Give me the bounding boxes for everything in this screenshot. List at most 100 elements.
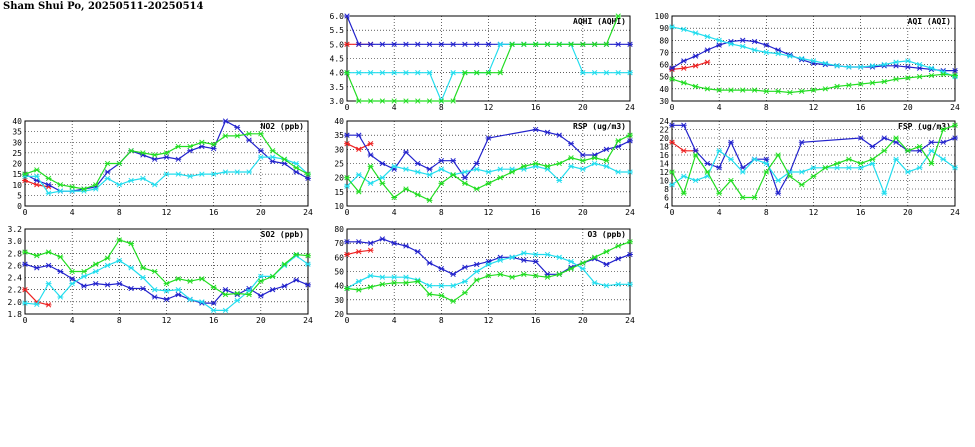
x-tick-label: 4 (70, 316, 75, 325)
data-point (426, 291, 433, 297)
data-point (485, 261, 492, 268)
data-point (450, 70, 457, 76)
data-point (763, 160, 770, 167)
data-point (391, 280, 398, 286)
data-point (532, 41, 539, 47)
data-point (293, 169, 300, 175)
data-point (532, 126, 539, 133)
series-green (22, 237, 311, 298)
data-point (680, 173, 687, 179)
data-point (391, 240, 398, 246)
data-point (163, 154, 170, 160)
y-tick-label: 60 (334, 253, 344, 262)
data-point (462, 290, 468, 296)
x-tick-label: 0 (23, 316, 28, 325)
data-point (857, 160, 864, 167)
data-point (845, 82, 852, 88)
data-point (532, 160, 539, 167)
data-point (810, 165, 817, 171)
data-point (680, 148, 687, 154)
data-point (128, 265, 135, 271)
x-tick-label: 24 (625, 316, 635, 325)
aqhi-chart: 0 4 8 12 16 20 24 3.0 3.5 4.0 4.5 5.0 5.5 6.0 AQHI (AQ… (330, 12, 635, 112)
data-point (591, 70, 598, 76)
x-tick-label: 24 (950, 103, 960, 112)
data-point (367, 247, 374, 253)
y-tick-label: 70 (334, 239, 344, 248)
data-point (881, 135, 888, 141)
data-point (391, 98, 398, 104)
data-point (33, 265, 40, 271)
data-point (367, 41, 374, 47)
data-point (403, 166, 409, 172)
data-point (426, 166, 433, 172)
data-point (450, 271, 457, 277)
data-point (140, 285, 146, 292)
data-point (414, 41, 421, 47)
data-point (669, 182, 675, 188)
data-point (544, 41, 551, 47)
data-point (198, 139, 205, 145)
y-tick-label: 8 (664, 185, 669, 194)
data-point (151, 294, 158, 300)
x-tick-label: 16 (209, 208, 219, 217)
data-point (798, 88, 805, 94)
chart-title: AQHI (AQHI) (573, 17, 626, 26)
x-tick-label: 16 (856, 208, 866, 217)
data-point (367, 180, 374, 186)
data-point (787, 89, 793, 96)
data-point (22, 171, 28, 177)
data-point (893, 135, 899, 141)
y-tick-label: 3.2 (8, 225, 23, 234)
data-point (904, 75, 911, 81)
data-point (222, 307, 229, 314)
data-point (627, 239, 633, 245)
series-cyan (669, 148, 958, 196)
data-point (716, 165, 723, 171)
y-tick-label: 10 (659, 177, 669, 186)
data-point (704, 160, 711, 167)
data-point (33, 173, 40, 179)
data-point (520, 41, 527, 47)
data-point (728, 156, 734, 162)
data-point (692, 53, 699, 59)
data-point (45, 175, 52, 182)
data-point (234, 290, 241, 297)
data-point (928, 65, 935, 71)
data-point (92, 182, 99, 188)
data-point (462, 175, 468, 181)
data-point (379, 70, 386, 76)
data-point (438, 166, 445, 172)
data-point (763, 169, 770, 175)
data-point (568, 258, 574, 265)
data-point (532, 251, 539, 258)
data-point (344, 251, 350, 258)
data-point (473, 70, 480, 76)
data-point (940, 126, 947, 133)
data-point (246, 131, 252, 137)
data-point (234, 124, 241, 131)
data-point (92, 186, 99, 192)
x-tick-label: 20 (578, 208, 588, 217)
y-tick-label: 6 (664, 194, 669, 203)
data-point (680, 190, 687, 196)
data-point (845, 165, 852, 171)
data-point (716, 37, 723, 43)
data-point (869, 156, 876, 162)
data-point (627, 41, 633, 47)
data-point (367, 70, 374, 76)
series-green (669, 71, 958, 96)
data-point (175, 143, 182, 150)
data-point (716, 42, 723, 48)
data-point (281, 283, 288, 289)
data-point (462, 180, 468, 186)
data-point (462, 169, 468, 175)
data-point (210, 145, 217, 152)
y-tick-label: 5.5 (330, 26, 345, 35)
data-point (669, 139, 675, 145)
x-tick-label: 20 (903, 208, 913, 217)
x-tick-label: 24 (303, 316, 313, 325)
data-point (497, 70, 504, 76)
data-point (355, 41, 362, 47)
data-point (367, 284, 374, 290)
